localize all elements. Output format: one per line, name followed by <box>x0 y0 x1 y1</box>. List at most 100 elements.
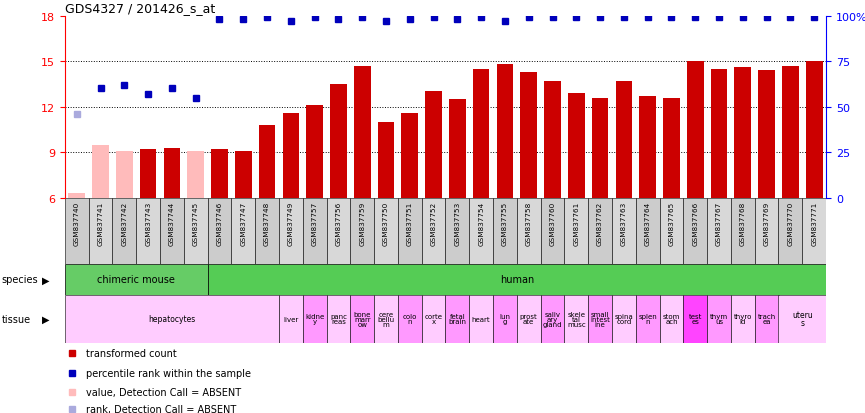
Text: uteru
s: uteru s <box>792 311 812 328</box>
Bar <box>616 82 632 198</box>
Text: GSM837751: GSM837751 <box>407 202 413 246</box>
Bar <box>188 151 204 198</box>
Text: GSM837741: GSM837741 <box>98 202 104 246</box>
Bar <box>255 198 279 264</box>
Text: GSM837759: GSM837759 <box>359 202 365 246</box>
Text: GSM837743: GSM837743 <box>145 202 151 246</box>
Text: GSM837761: GSM837761 <box>573 202 580 246</box>
Bar <box>422 295 445 343</box>
Bar <box>279 295 303 343</box>
Bar <box>564 198 588 264</box>
Text: saliv
ary
gland: saliv ary gland <box>542 311 562 327</box>
Bar <box>259 126 275 198</box>
Bar <box>612 198 636 264</box>
Text: colo
n: colo n <box>402 313 417 325</box>
Bar <box>687 62 703 198</box>
Text: ▶: ▶ <box>42 275 49 285</box>
Bar <box>734 68 751 198</box>
Text: stom
ach: stom ach <box>663 313 680 325</box>
Text: GSM837767: GSM837767 <box>716 202 722 246</box>
Bar <box>568 94 585 198</box>
Text: GSM837746: GSM837746 <box>216 202 222 246</box>
Text: GDS4327 / 201426_s_at: GDS4327 / 201426_s_at <box>65 2 215 15</box>
Text: GSM837762: GSM837762 <box>597 202 603 246</box>
Text: GSM837745: GSM837745 <box>193 202 199 246</box>
Bar <box>398 295 422 343</box>
Text: hepatocytes: hepatocytes <box>148 315 195 323</box>
Bar <box>116 151 132 198</box>
Bar <box>112 198 137 264</box>
Text: GSM837764: GSM837764 <box>644 202 650 246</box>
Bar <box>401 114 418 198</box>
Text: trach
ea: trach ea <box>758 313 776 325</box>
Bar <box>65 198 88 264</box>
Bar <box>708 295 731 343</box>
Bar <box>592 98 608 198</box>
Bar <box>160 198 183 264</box>
Bar <box>137 198 160 264</box>
Bar <box>683 198 708 264</box>
Bar <box>663 98 680 198</box>
Bar <box>350 198 375 264</box>
Bar <box>588 295 612 343</box>
Bar <box>422 198 445 264</box>
Text: GSM837769: GSM837769 <box>764 202 770 246</box>
Text: GSM837749: GSM837749 <box>288 202 294 246</box>
Bar <box>469 198 493 264</box>
Bar <box>544 82 561 198</box>
Bar <box>140 150 157 198</box>
Bar <box>683 295 708 343</box>
Bar <box>469 295 493 343</box>
Text: GSM837750: GSM837750 <box>383 202 389 246</box>
Bar <box>660 295 683 343</box>
Text: small
intest
ine: small intest ine <box>590 311 610 327</box>
Bar <box>354 66 370 198</box>
Text: GSM837747: GSM837747 <box>240 202 247 246</box>
Bar <box>541 295 565 343</box>
Text: heart: heart <box>471 316 490 322</box>
Bar <box>636 295 660 343</box>
Bar <box>208 264 826 295</box>
Text: GSM837753: GSM837753 <box>454 202 460 246</box>
Text: chimeric mouse: chimeric mouse <box>97 275 176 285</box>
Text: spina
cord: spina cord <box>614 313 633 325</box>
Text: GSM837770: GSM837770 <box>787 202 793 246</box>
Bar <box>327 198 350 264</box>
Bar <box>445 198 469 264</box>
Text: GSM837754: GSM837754 <box>478 202 484 246</box>
Bar <box>541 198 564 264</box>
Text: GSM837763: GSM837763 <box>621 202 627 246</box>
Text: thyro
id: thyro id <box>734 313 752 325</box>
Bar <box>211 150 227 198</box>
Bar <box>184 198 208 264</box>
Text: GSM837771: GSM837771 <box>811 202 817 246</box>
Bar <box>711 69 727 198</box>
Text: transformed count: transformed count <box>86 348 177 358</box>
Text: GSM837757: GSM837757 <box>311 202 317 246</box>
Bar <box>283 114 299 198</box>
Bar <box>731 295 754 343</box>
Bar <box>754 198 778 264</box>
Bar <box>708 198 731 264</box>
Bar <box>493 295 517 343</box>
Bar <box>303 198 327 264</box>
Bar <box>612 295 636 343</box>
Text: GSM837744: GSM837744 <box>169 202 175 246</box>
Bar <box>639 97 656 198</box>
Bar <box>303 295 327 343</box>
Text: GSM837740: GSM837740 <box>74 202 80 246</box>
Text: bone
marr
ow: bone marr ow <box>354 311 371 327</box>
Bar <box>521 73 537 198</box>
Bar <box>163 148 180 198</box>
Bar <box>327 295 350 343</box>
Text: liver: liver <box>283 316 298 322</box>
Text: GSM837760: GSM837760 <box>549 202 555 246</box>
Bar <box>778 198 803 264</box>
Bar <box>564 295 588 343</box>
Text: GSM837756: GSM837756 <box>336 202 342 246</box>
Text: cere
bellu
m: cere bellu m <box>377 311 394 327</box>
Bar <box>493 198 517 264</box>
Bar <box>350 295 375 343</box>
Bar <box>473 69 490 198</box>
Text: rank, Detection Call = ABSENT: rank, Detection Call = ABSENT <box>86 404 236 413</box>
